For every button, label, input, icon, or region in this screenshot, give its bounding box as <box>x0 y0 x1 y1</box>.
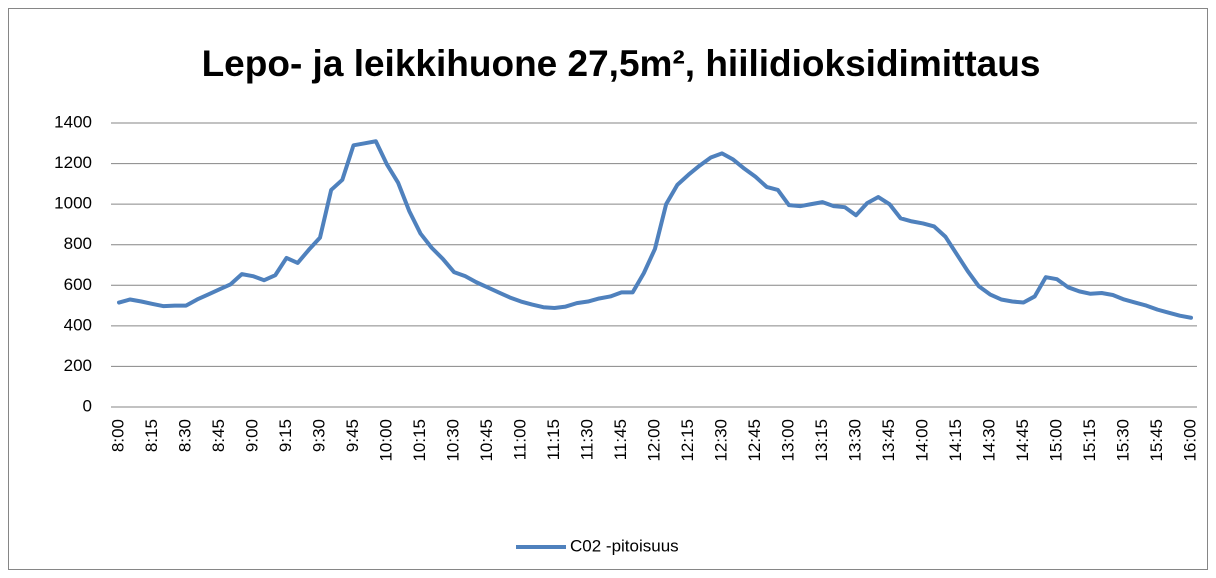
chart-border <box>8 8 1208 570</box>
y-tick-label: 800 <box>64 234 92 253</box>
x-tick-label: 12:45 <box>745 419 764 462</box>
y-tick-label: 1200 <box>54 153 92 172</box>
x-tick-label: 10:30 <box>443 419 462 462</box>
x-tick-label: 15:45 <box>1147 419 1166 462</box>
x-tick-label: 15:15 <box>1080 419 1099 462</box>
x-tick-label: 9:30 <box>309 419 328 452</box>
x-tick-label: 8:15 <box>142 419 161 452</box>
data-line <box>117 139 1193 320</box>
x-tick-label: 11:30 <box>577 419 596 460</box>
y-tick-label: 400 <box>64 315 92 334</box>
x-tick-label: 14:15 <box>946 419 965 462</box>
x-tick-label: 11:00 <box>510 419 529 460</box>
x-tick-label: 15:00 <box>1046 419 1065 462</box>
legend-label: C02 -pitoisuus <box>570 536 679 555</box>
y-tick-label: 600 <box>64 275 92 294</box>
x-tick-label: 13:15 <box>812 419 831 462</box>
x-tick-label: 14:30 <box>979 419 998 462</box>
x-tick-label: 15:30 <box>1113 419 1132 462</box>
x-tick-label: 14:00 <box>912 419 931 462</box>
x-tick-label: 9:45 <box>343 419 362 452</box>
y-tick-label: 1000 <box>54 194 92 213</box>
x-tick-label: 14:45 <box>1013 419 1032 462</box>
x-tick-label: 12:30 <box>711 419 730 462</box>
x-tick-label: 10:45 <box>477 419 496 462</box>
x-tick-label: 8:30 <box>175 419 194 452</box>
x-tick-label: 13:00 <box>778 419 797 462</box>
x-tick-label: 13:30 <box>845 419 864 462</box>
y-tick-label: 200 <box>64 356 92 375</box>
x-tick-label: 11:45 <box>611 419 630 460</box>
y-tick-label: 1400 <box>54 112 92 131</box>
x-tick-label: 8:45 <box>209 419 228 452</box>
x-tick-label: 12:00 <box>644 419 663 462</box>
x-tick-label: 13:45 <box>879 419 898 462</box>
x-tick-label: 16:00 <box>1180 419 1199 462</box>
chart-title: Lepo- ja leikkihuone 27,5m², hiilidioksi… <box>202 43 1041 84</box>
x-tick-label: 8:00 <box>108 419 127 452</box>
x-tick-label: 12:15 <box>678 419 697 462</box>
x-tick-label: 10:00 <box>376 419 395 462</box>
x-tick-label: 9:00 <box>242 419 261 452</box>
x-tick-label: 11:15 <box>544 419 563 460</box>
x-tick-label: 10:15 <box>410 419 429 462</box>
x-tick-label: 9:15 <box>276 419 295 452</box>
y-tick-label: 0 <box>83 396 92 415</box>
